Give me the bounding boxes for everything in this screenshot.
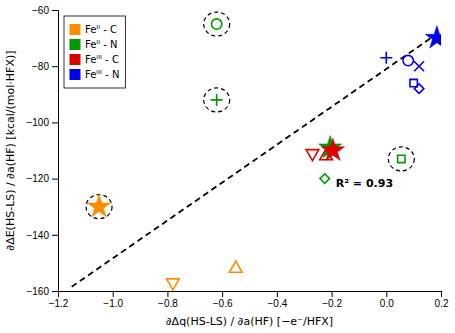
x-tick-label: −1.2 xyxy=(49,298,69,309)
y-tick-mark xyxy=(52,66,58,67)
y-tick-label: −120 xyxy=(26,173,49,184)
y-tick-mark xyxy=(52,10,58,11)
legend-frame xyxy=(64,16,125,88)
plot-area xyxy=(72,12,441,290)
point xyxy=(410,79,417,86)
point xyxy=(306,150,319,161)
point-group xyxy=(380,26,441,94)
y-tick-label: −140 xyxy=(26,230,49,241)
point xyxy=(403,55,413,65)
x-tick-label: −0.2 xyxy=(322,298,342,309)
point xyxy=(87,194,110,216)
point xyxy=(425,26,441,48)
point xyxy=(211,19,221,29)
legend: Feᴵᴵ - C Feᴵᴵ - N Feᴵᴵᴵ - C Feᴵᴵᴵ - N xyxy=(64,16,125,88)
point xyxy=(321,138,344,160)
point-group xyxy=(86,194,242,290)
x-tick: −0.2 xyxy=(322,291,342,309)
x-tick-label: 0.0 xyxy=(380,298,394,309)
x-tick: 0.2 xyxy=(435,291,449,309)
point xyxy=(167,279,180,290)
y-tick: −60 xyxy=(32,5,58,16)
x-tick-mark xyxy=(113,291,114,297)
point-group xyxy=(204,12,415,183)
y-axis-title: ∂ΔE(HS-LS) / ∂a(HF) [kcal/(mol·HFX)] xyxy=(4,50,17,250)
y-tick-mark xyxy=(52,122,58,123)
x-tick-label: −1.0 xyxy=(103,298,123,309)
x-tick-mark xyxy=(386,291,387,297)
x-tick-mark xyxy=(222,291,223,297)
y-tick: −80 xyxy=(32,61,58,72)
x-tick: −0.6 xyxy=(213,291,233,309)
legend-label: Feᴵᴵ - N xyxy=(85,39,118,50)
chart: −1.2−1.0−0.8−0.6−0.4−0.20.00.2−160−140−1… xyxy=(0,0,455,333)
x-axis-title: ∂Δq(HS-LS) / ∂a(HF) [−e⁻/HFX] xyxy=(166,315,333,328)
legend-label: Feᴵᴵ - C xyxy=(85,24,117,35)
point xyxy=(414,84,423,93)
x-tick: −0.4 xyxy=(267,291,287,309)
x-tick-label: −0.6 xyxy=(213,298,233,309)
y-tick-mark xyxy=(52,235,58,236)
legend-label: Feᴵᴵᴵ - C xyxy=(85,54,119,65)
y-axis: −160 −140 −120 −100 −80 −60 xyxy=(26,5,58,297)
x-tick-label: −0.8 xyxy=(158,298,178,309)
legend-swatch xyxy=(70,25,80,35)
highlight-circle xyxy=(204,88,230,112)
legend-label: Feᴵᴵᴵ - N xyxy=(85,69,119,80)
legend-swatch xyxy=(70,70,80,80)
highlight-circle xyxy=(86,195,112,219)
point xyxy=(398,155,405,162)
x-tick-mark xyxy=(332,291,333,297)
point xyxy=(229,261,242,272)
x-tick-label: −0.4 xyxy=(267,298,287,309)
fit-line xyxy=(72,34,437,287)
x-tick: −0.8 xyxy=(158,291,178,309)
y-tick: −160 xyxy=(26,286,58,297)
point xyxy=(414,61,424,71)
y-tick-label: −80 xyxy=(32,61,49,72)
y-tick: −140 xyxy=(26,230,58,241)
x-axis: −1.2 −1.0 −0.8 −0.6 −0.4 −0.2 0.0 0.2 xyxy=(49,291,449,309)
highlight-circle xyxy=(204,12,230,36)
x-tick-label: 0.2 xyxy=(435,298,449,309)
y-tick-label: −60 xyxy=(32,5,49,16)
y-tick-mark xyxy=(52,179,58,180)
x-tick: −1.0 xyxy=(103,291,123,309)
highlight-circle xyxy=(388,147,414,171)
point xyxy=(380,52,392,64)
x-axis-line xyxy=(59,292,442,298)
point xyxy=(320,174,329,183)
legend-swatch xyxy=(70,55,80,65)
x-tick-mark xyxy=(167,291,168,297)
y-tick-label: −100 xyxy=(26,117,49,128)
x-tick-mark xyxy=(441,291,442,297)
x-tick: −1.2 xyxy=(49,291,69,309)
point-group xyxy=(306,138,345,160)
y-tick: −100 xyxy=(26,117,58,128)
x-tick: 0.0 xyxy=(380,291,394,309)
y-tick-mark xyxy=(52,291,58,292)
point xyxy=(211,94,223,106)
legend-swatch xyxy=(70,40,80,50)
x-tick-mark xyxy=(277,291,278,297)
y-axis-line xyxy=(52,11,59,292)
y-tick-label: −160 xyxy=(26,286,49,297)
y-tick: −120 xyxy=(26,173,58,184)
annotation: R² = 0.93 xyxy=(336,177,393,190)
